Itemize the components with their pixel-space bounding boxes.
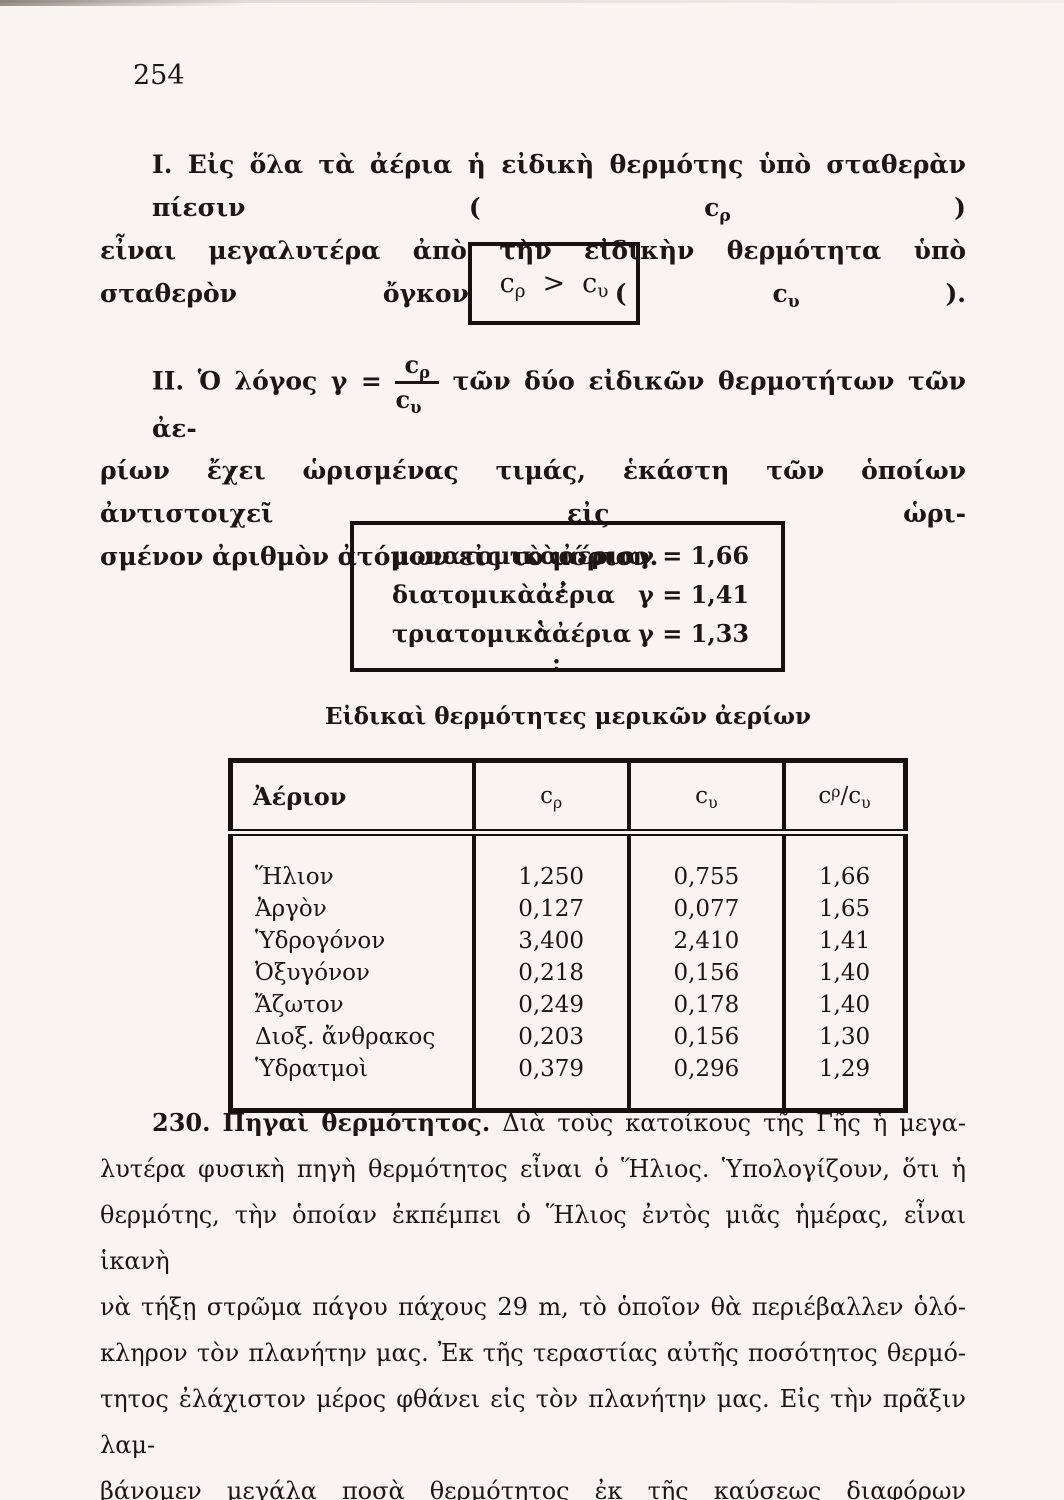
gas-noun: ἀέρια : (535, 580, 615, 638)
text-line: εἶναι μεγαλυτέρα ἀπὸ τὴν εἰδικὴν θερμότη… (100, 229, 966, 315)
table-row: Ἄζωτον 0,249 0,178 1,40 (231, 989, 906, 1021)
paren-close: ) (730, 193, 966, 222)
gamma-row-triatomic: τριατομικὰ ἀέρια : γ = 1,33 (392, 619, 781, 677)
text-line: βάνομεν μεγάλα ποσὰ θερμότητος ἐκ τῆς κα… (100, 1477, 966, 1500)
cp-value: 1,250 (471, 832, 629, 893)
text-line: 230. Πηγαὶ θερμότητος. Διὰ τοὺς κατοίκου… (100, 1100, 966, 1146)
header-ratio: cρ/cυ (782, 760, 906, 836)
text-line-with-fraction: ΙΙ. Ὁ λόγος γ = cρ cυ τῶν δύο εἰδικῶν θερ… (100, 351, 966, 443)
cv-value: 0,296 (626, 1053, 784, 1111)
gas-kind: διατομικὰ (392, 580, 536, 609)
table-title: Εἰδικαὶ θερμότητες μερικῶν ἀερίων (325, 703, 811, 730)
table-row: Ὑδρατμοὶ 0,379 0,296 1,29 (231, 1053, 906, 1111)
greater-than-sign: > (542, 268, 566, 299)
cp-value: 0,203 (471, 1021, 629, 1053)
gas-name: Ἀργὸν (255, 896, 327, 922)
ratio-value: 1,65 (782, 893, 906, 925)
specific-heats-table: Ἀέριον cρ cυ cρ/cυ Ἥλιον 1,250 0,755 1,66 Ἀ… (228, 758, 908, 1113)
text-line: νὰ τήξῃ στρῶμα πάγου πάχους 29 m, τὸ ὁπο… (100, 1293, 966, 1321)
table-row: Διοξ. ἄνθρακος 0,203 0,156 1,30 (231, 1021, 906, 1053)
cv-value: 0,077 (626, 893, 784, 925)
statement-one-line1: Ι. Εἰς ὅλα τὰ ἀέρια ἡ εἰδικὴ θερμότης ὑπ… (152, 150, 966, 222)
cv-value: 0,178 (626, 989, 784, 1021)
c-letter: c (499, 268, 515, 299)
cp-value: 0,127 (471, 893, 629, 925)
statement-one: Ι. Εἰς ὅλα τὰ ἀέρια ἡ εἰδικὴ θερμότης ὑπ… (100, 143, 966, 315)
section-number: 230. (152, 1108, 211, 1137)
c-letter: c (582, 268, 598, 299)
section-230-heat-sources: 230. Πηγαὶ θερμότητος. Διὰ τοὺς κατοίκου… (100, 1100, 966, 1500)
gas-name: Ἥλιον (255, 864, 334, 890)
cv-symbol: cυ (582, 268, 609, 302)
ratio-value: 1,41 (782, 925, 906, 957)
section-line1-rest: Διὰ τοὺς κατοίκους τῆς Γῆς ἡ μεγα- (502, 1109, 966, 1137)
cp-value: 3,400 (471, 925, 629, 957)
statement-two-prefix: ΙΙ. Ὁ λόγος γ = (152, 366, 382, 396)
cp-value: 0,218 (471, 957, 629, 989)
table-row: Ὀξυγόνον 0,218 0,156 1,40 (231, 957, 906, 989)
cv-value: 0,755 (626, 832, 784, 893)
table-row: Ἥλιον 1,250 0,755 1,66 (231, 832, 906, 893)
text-line: θερμότης, τὴν ὁποίαν ἐκπέμπει ὁ Ἥλιος ἐν… (100, 1201, 966, 1275)
gamma-value: γ = 1,33 (638, 619, 750, 648)
gas-noun: ἀέρια : (551, 619, 632, 677)
header-gas: Ἀέριον (230, 760, 474, 836)
ratio-value: 1,66 (782, 832, 906, 893)
scan-artifact (0, 0, 1064, 3)
page-number: 254 (133, 60, 185, 91)
cp-subscript: ρ (719, 206, 731, 226)
cp-symbol: cρ (499, 268, 526, 302)
gas-name: Ὀξυγόνον (255, 960, 370, 986)
text-line: λυτέρα φυσικὴ πηγὴ θερμότητος εἶναι ὁ Ἥλ… (100, 1155, 966, 1183)
text-line: κληρον τὸν πλανήτην μας. Ἐκ τῆς τεραστία… (100, 1339, 966, 1367)
gas-name: Ἄζωτον (255, 992, 344, 1018)
table-row: Ὑδρογόνον 3,400 2,410 1,41 (231, 925, 906, 957)
gamma-fraction: cρ cυ (395, 351, 439, 418)
table-header-row: Ἀέριον cρ cυ cρ/cυ (230, 760, 906, 836)
header-cp: cρ (471, 760, 629, 836)
cv-value: 0,156 (626, 1021, 784, 1053)
cv-subscript: υ (787, 292, 800, 312)
gas-name: Ὑδρατμοὶ (255, 1056, 369, 1082)
scan-artifact (0, 0, 250, 6)
gamma-value: γ = 1,66 (638, 541, 750, 570)
formula-box-cp-greater-cv: cρ > cυ (468, 242, 640, 325)
upsilon-subscript: υ (597, 281, 609, 302)
fraction-numerator: cρ (395, 351, 439, 385)
gas-kind: τριατομικὰ (392, 619, 552, 648)
text-line: Ι. Εἰς ὅλα τὰ ἀέρια ἡ εἰδικὴ θερμότης ὑπ… (100, 143, 966, 229)
cp-value: 0,249 (471, 989, 629, 1021)
gamma-value: γ = 1,41 (638, 580, 750, 609)
text-line: τητος ἐλάχιστον μέρος φθάνει εἰς τὸν πλα… (100, 1385, 966, 1459)
cp-value: 0,379 (471, 1053, 629, 1111)
ratio-value: 1,30 (782, 1021, 906, 1053)
statement-one-line2: εἶναι μεγαλυτέρα ἀπὸ τὴν εἰδικὴν θερμότη… (100, 236, 966, 308)
fraction-denominator: cυ (395, 385, 422, 418)
statement-two: ΙΙ. Ὁ λόγος γ = cρ cυ τῶν δύο εἰδικῶν θερ… (100, 351, 966, 578)
gamma-row-monatomic: μονατομικὰ ἀέρια : γ = 1,66 (392, 541, 781, 599)
gas-name: Διοξ. ἄνθρακος (255, 1024, 436, 1050)
rho-subscript: ρ (514, 281, 526, 302)
table-row: Ἀργὸν 0,127 0,077 1,65 (231, 893, 906, 925)
gas-name: Ὑδρογόνον (255, 928, 386, 954)
gamma-values-box: μονατομικὰ ἀέρια : γ = 1,66 διατομικὰ ἀέρι… (350, 521, 785, 677)
ratio-value: 1,40 (782, 989, 906, 1021)
gas-noun: ἀέρια : (558, 541, 638, 599)
ratio-value: 1,29 (782, 1053, 906, 1111)
statement-two-line1-rest: τῶν δύο εἰδικῶν θερμοτήτων τῶν ἀε- (152, 366, 966, 443)
text-line: σμένον ἀριθμὸν ἀτόμων εἰς τὸ μόριον. (100, 541, 659, 571)
gamma-row-diatomic: διατομικὰ ἀέρια : γ = 1,41 (392, 580, 781, 638)
header-cv: cυ (626, 760, 784, 836)
cv-value: 0,156 (626, 957, 784, 989)
paren-close: ). (799, 279, 966, 308)
section-heading: Πηγαὶ θερμότητος. (222, 1108, 491, 1137)
cv-value: 2,410 (626, 925, 784, 957)
ratio-value: 1,40 (782, 957, 906, 989)
gas-kind: μονατομικὰ (392, 541, 559, 570)
